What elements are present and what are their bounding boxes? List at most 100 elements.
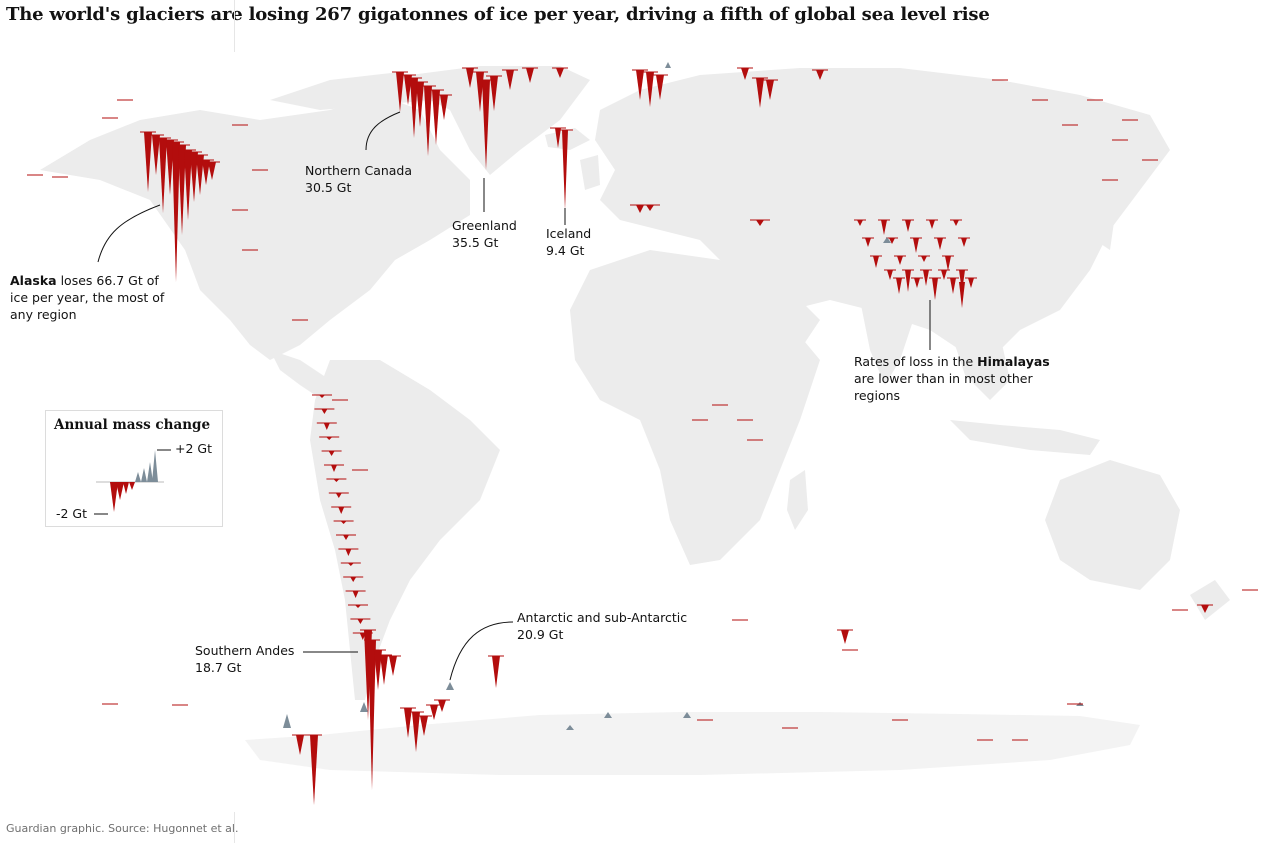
glacier-gain-mark — [283, 714, 291, 728]
glacier-gain-mark — [566, 725, 574, 730]
glacier-loss-mark — [208, 162, 216, 180]
glacier-loss-mark — [913, 238, 919, 253]
legend-gain-mark — [135, 472, 141, 482]
glacier-loss-mark — [636, 70, 644, 100]
glacier-loss-mark — [929, 220, 935, 229]
glacier-gain-mark — [446, 682, 454, 690]
glacier-loss-mark — [857, 220, 863, 226]
legend-loss-mark — [129, 482, 135, 490]
divider — [234, 0, 235, 52]
glacier-loss-mark — [338, 507, 345, 514]
glacier-loss-mark — [959, 282, 965, 308]
glacier-loss-mark — [420, 716, 428, 736]
madagascar — [787, 470, 808, 530]
land-masses — [40, 66, 1230, 700]
glacier-loss-mark — [656, 75, 664, 100]
glacier-loss-mark — [412, 712, 420, 752]
glacier-loss-mark — [841, 630, 849, 644]
legend-min-label: -2 Gt — [56, 506, 88, 521]
southeast-asia — [950, 330, 1010, 400]
glacier-loss-mark — [921, 256, 927, 262]
canada-leader — [365, 111, 401, 151]
glacier-loss-mark — [152, 135, 160, 175]
legend-loss-mark — [123, 482, 129, 494]
glacier-loss-mark — [430, 705, 438, 720]
japan — [1095, 200, 1115, 250]
glacier-loss-mark — [646, 205, 654, 211]
glacier-loss-mark — [959, 270, 965, 292]
glacier-loss-mark — [323, 423, 330, 430]
annotation-greenland: Greenland 35.5 Gt — [452, 218, 517, 250]
glacier-loss-mark — [941, 270, 947, 280]
glacier-loss-mark — [506, 70, 514, 90]
glacier-marks — [27, 62, 1258, 805]
indonesia — [950, 420, 1100, 455]
glacier-loss-mark — [556, 68, 564, 78]
australia — [1045, 460, 1180, 590]
glacier-loss-mark — [865, 238, 871, 247]
glacier-loss-mark — [873, 256, 879, 268]
glacier-loss-mark — [953, 220, 959, 226]
greenland — [410, 66, 590, 175]
legend-gain-mark — [147, 462, 153, 482]
glacier-loss-mark — [389, 656, 397, 676]
eurasia — [595, 68, 1170, 360]
glacier-loss-mark — [932, 278, 938, 300]
source-note: Guardian graphic. Source: Hugonnet et al… — [6, 822, 239, 835]
glacier-loss-mark — [340, 521, 347, 524]
glacier-loss-mark — [424, 86, 432, 156]
glacier-loss-mark — [184, 150, 192, 220]
glacier-loss-mark — [335, 493, 342, 498]
legend-max-label: +2 Gt — [175, 441, 212, 456]
glacier-loss-mark — [202, 160, 210, 185]
glacier-loss-mark — [196, 155, 204, 195]
glacier-loss-mark — [440, 95, 448, 120]
glacier-gain-mark — [883, 237, 891, 243]
uk — [580, 155, 600, 190]
glacier-loss-mark — [296, 735, 304, 755]
glacier-loss-mark — [144, 132, 152, 192]
glacier-loss-mark — [432, 90, 440, 145]
glacier-loss-mark — [476, 72, 484, 112]
annotation-alaska: Alaska loses 66.7 Gt of ice per year, th… — [10, 273, 165, 322]
glacier-loss-mark — [887, 270, 893, 280]
glacier-gain-mark — [604, 712, 612, 718]
annotation-himalayas: Rates of loss in the Himalayas are lower… — [854, 354, 1050, 403]
glacier-loss-mark — [636, 205, 644, 213]
glacier-loss-mark — [190, 152, 198, 202]
glacier-loss-mark — [438, 700, 446, 712]
glacier-gain-mark — [683, 712, 691, 718]
glacier-loss-mark — [466, 68, 474, 88]
alaska-leader — [97, 204, 161, 263]
glacier-loss-mark — [905, 270, 911, 292]
south-america — [310, 360, 500, 700]
glacier-loss-mark — [896, 278, 902, 294]
legend-gain-mark — [141, 468, 147, 482]
legend-loss-mark — [110, 482, 118, 512]
annotation-iceland: Iceland 9.4 Gt — [546, 226, 592, 258]
glacier-loss-mark — [321, 409, 328, 414]
annotation-southern-andes: Southern Andes 18.7 Gt — [195, 643, 295, 675]
antarctica — [245, 712, 1140, 775]
glacier-loss-mark — [178, 145, 186, 235]
glacier-loss-mark — [333, 479, 340, 482]
glacier-loss-mark — [526, 68, 534, 83]
legend-graphic — [94, 449, 171, 515]
glacier-loss-mark — [741, 68, 749, 80]
glacier-loss-mark — [352, 591, 359, 598]
glacier-loss-mark — [482, 80, 490, 170]
antarctic-leader — [449, 621, 514, 681]
glacier-loss-mark — [350, 577, 357, 582]
glacier-loss-mark — [328, 451, 335, 456]
new-zealand — [1190, 580, 1230, 620]
glacier-loss-mark — [923, 270, 929, 286]
glacier-loss-mark — [343, 535, 349, 540]
glacier-gain-mark — [665, 62, 671, 68]
glacier-loss-mark — [380, 655, 388, 685]
africa — [570, 250, 820, 565]
india — [860, 300, 920, 385]
glacier-loss-mark — [1201, 605, 1209, 613]
glacier-loss-mark — [562, 130, 568, 210]
divider — [234, 812, 235, 843]
glacier-loss-mark — [396, 72, 404, 112]
